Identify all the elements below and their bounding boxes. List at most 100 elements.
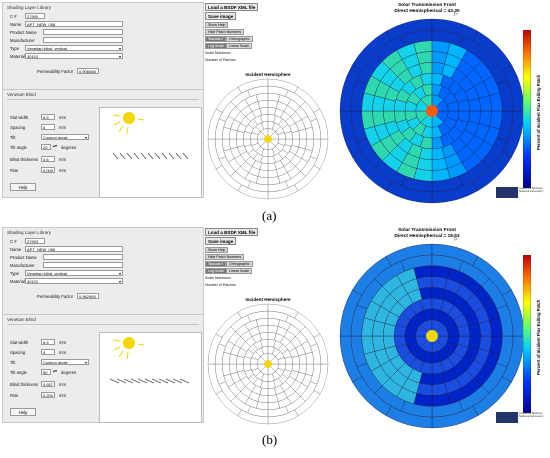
- hemisphere-patch: [361, 92, 375, 112]
- tilt-angle-stepper[interactable]: ▴▾: [53, 143, 58, 148]
- unit-mm: mm: [59, 382, 66, 387]
- plot-title: Solar Transmission Front: [398, 228, 456, 233]
- blind-thickness-label: Blind thickness: [10, 382, 38, 387]
- hide-patch-numbers-toggle[interactable]: Hide Patch Numbers: [205, 29, 245, 35]
- hemisphere-patch: [257, 325, 269, 334]
- save-image-button[interactable]: Save image: [205, 237, 237, 245]
- cursor-icon: ▷: [454, 11, 458, 17]
- orthographic-toggle[interactable]: Orthographic: [226, 36, 253, 42]
- unit-mm: mm: [59, 393, 66, 398]
- hemisphere-patch: [431, 157, 448, 171]
- sun-icon: [426, 330, 438, 342]
- manufacturer-field[interactable]: [43, 262, 123, 268]
- hemisphere-patch: [489, 335, 503, 355]
- cursor-icon: ▷: [454, 236, 458, 242]
- material-select[interactable]: 30101: [25, 278, 123, 284]
- rise-label: Rise: [10, 393, 19, 398]
- unit-degrees: degrees: [61, 370, 77, 375]
- show-help-toggle[interactable]: Show Help: [205, 247, 229, 253]
- name-field[interactable]: APT_NEW_056: [25, 246, 123, 252]
- hemisphere-patch: [413, 40, 433, 54]
- spacing-field[interactable]: 5: [41, 124, 55, 130]
- product-name-field[interactable]: [43, 29, 123, 35]
- blind-preview: [99, 332, 202, 423]
- figure-caption: (a): [262, 208, 277, 223]
- load-bsdf-button[interactable]: Load a BSDF XML file: [205, 228, 259, 236]
- tilt-select[interactable]: Custom angle: [41, 359, 89, 365]
- colorbar: [523, 30, 531, 188]
- unit-mm: mm: [59, 340, 66, 345]
- shading-layer-library: Shading Layer Library C # 27900 Name APT…: [2, 2, 204, 198]
- hemisphere-patch: [502, 289, 525, 337]
- save-image-button[interactable]: Save image: [205, 12, 237, 20]
- manufacturer-field[interactable]: [43, 37, 123, 43]
- slat-width-field[interactable]: 6.5: [41, 114, 55, 120]
- rise-label: Rise: [10, 168, 19, 173]
- blind-thickness-field[interactable]: 0.6: [41, 156, 55, 162]
- name-field[interactable]: APT_NEW_058: [25, 21, 123, 27]
- type-select[interactable]: Venetian blind, vertical: [25, 270, 123, 276]
- help-button[interactable]: Help: [10, 408, 36, 416]
- product-name-field[interactable]: [43, 254, 123, 260]
- help-button[interactable]: Help: [10, 183, 36, 191]
- transmission-hemisphere[interactable]: [339, 18, 525, 204]
- hemisphere-patch: [478, 95, 492, 112]
- hide-patch-numbers-toggle[interactable]: Hide Patch Numbers: [205, 254, 245, 260]
- incident-hemisphere-title: Incident Hemisphere: [245, 72, 291, 77]
- scale-maximum-label: Scale Maximum: [205, 51, 231, 55]
- rise-field[interactable]: 0.200: [41, 392, 55, 398]
- orthographic-toggle[interactable]: Orthographic: [226, 261, 253, 267]
- show-help-toggle[interactable]: Show Help: [205, 22, 229, 28]
- material-label: Material: [10, 54, 25, 59]
- tilt-angle-field[interactable]: 20: [41, 144, 51, 150]
- standard-toggle[interactable]: Standard: [205, 261, 226, 267]
- name-label: Name: [10, 22, 22, 27]
- incident-hemisphere[interactable]: [207, 78, 329, 200]
- hemisphere-patch: [229, 138, 238, 150]
- library-title: Shading Layer Library: [7, 230, 52, 235]
- manufacturer-label: Manufacturer: [10, 263, 35, 268]
- incident-hemisphere[interactable]: [207, 303, 329, 425]
- log-scale-toggle[interactable]: Log Scale: [205, 268, 227, 274]
- incident-hemisphere-title: Incident Hemisphere: [245, 297, 291, 302]
- blind-diagram: [109, 337, 190, 384]
- type-label: Type: [10, 46, 20, 51]
- hemisphere-patch: [229, 363, 238, 375]
- tilt-angle-field[interactable]: 50: [41, 369, 51, 375]
- load-bsdf-button[interactable]: Load a BSDF XML file: [205, 3, 259, 11]
- name-label: Name: [10, 247, 22, 252]
- spacing-field[interactable]: 5: [41, 349, 55, 355]
- transmission-hemisphere[interactable]: [339, 243, 525, 429]
- linear-scale-toggle[interactable]: Linear Scale: [226, 43, 252, 49]
- permeability-label: Permeability Factor: [37, 69, 74, 74]
- permeability-field: 0.962955: [77, 293, 99, 299]
- tilt-angle-stepper[interactable]: ▴▾: [53, 368, 58, 373]
- standard-toggle[interactable]: Standard: [205, 36, 226, 42]
- hemisphere-patch: [372, 335, 386, 352]
- hemisphere-patch: [431, 265, 451, 279]
- id-field[interactable]: 27900: [25, 13, 45, 19]
- sun-icon: [112, 112, 145, 135]
- hemisphere-patch: [361, 110, 375, 130]
- hemisphere-patch: [298, 353, 307, 365]
- divider: [3, 89, 203, 90]
- lab-logo: [496, 187, 518, 198]
- library-title: Shading Layer Library: [7, 5, 52, 10]
- linear-scale-toggle[interactable]: Linear Scale: [226, 268, 252, 274]
- hemisphere-patch: [361, 335, 375, 355]
- type-label: Type: [10, 271, 20, 276]
- slat-width-field[interactable]: 6.5: [41, 339, 55, 345]
- rise-field[interactable]: 0.009: [41, 167, 55, 173]
- tilt-angle-label: Tilt angle: [10, 370, 27, 375]
- id-field[interactable]: 27903: [25, 238, 45, 244]
- blind-thickness-field[interactable]: 0.657: [41, 381, 55, 387]
- type-select[interactable]: Venetian blind, vertical: [25, 45, 123, 51]
- figure-panel-b: Shading Layer Library C # 27903 Name APT…: [0, 225, 550, 447]
- hemisphere-patch: [431, 393, 451, 407]
- tilt-select[interactable]: Custom angle: [41, 134, 89, 140]
- log-scale-toggle[interactable]: Log Scale: [205, 43, 227, 49]
- product-name-label: Product Name: [10, 30, 37, 35]
- lab-name: Lawrence Berkeley National Laboratory: [519, 186, 544, 194]
- hemisphere-patch: [413, 265, 433, 279]
- material-select[interactable]: 30101: [25, 53, 123, 59]
